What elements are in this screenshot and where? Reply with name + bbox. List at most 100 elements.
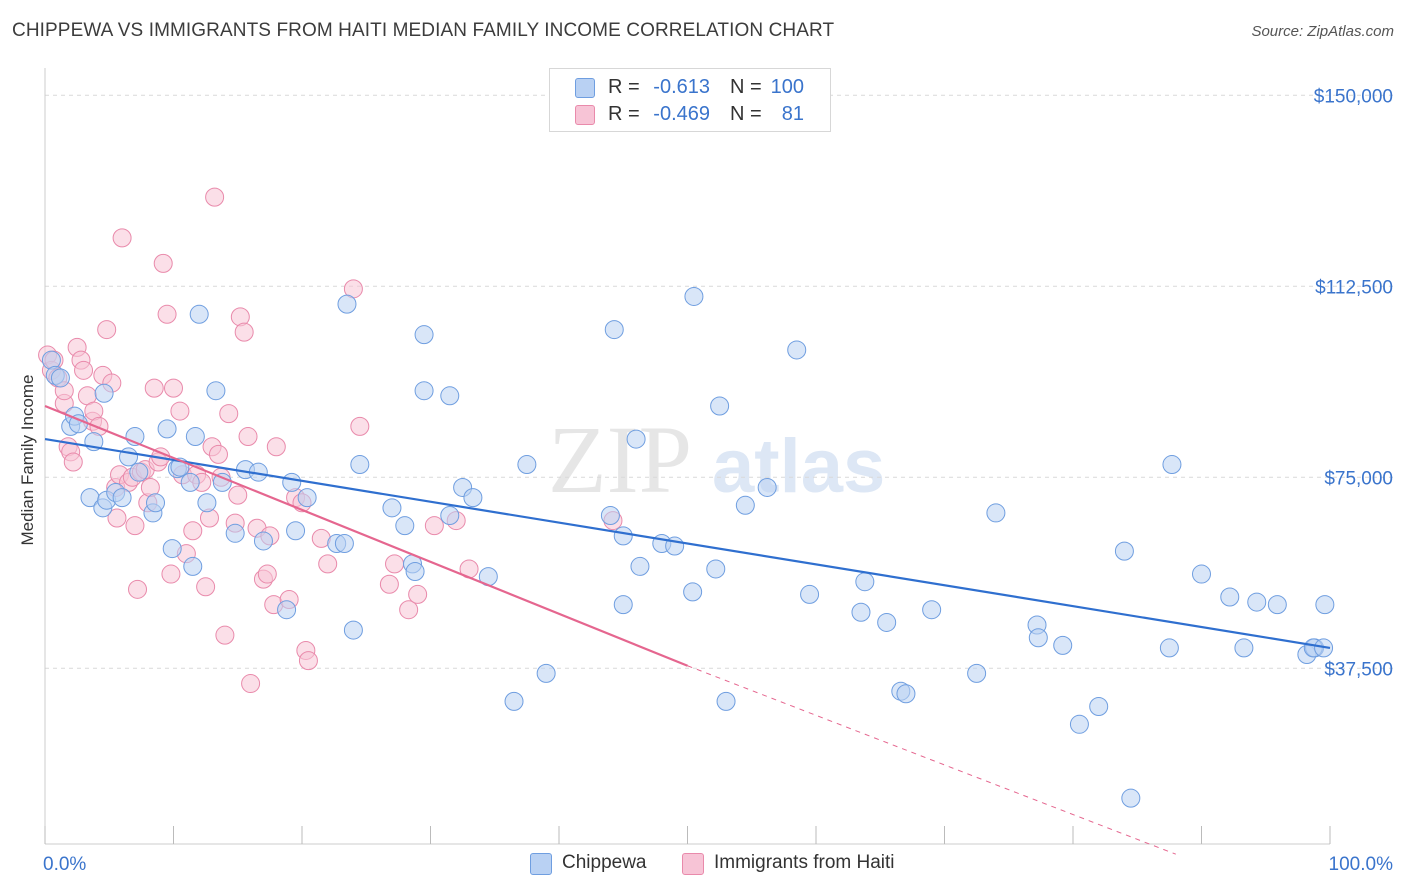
bottom-legend-chippewa: Chippewa	[562, 852, 647, 873]
haiti-point	[408, 584, 428, 604]
legend-r-value: -0.613	[653, 76, 710, 98]
chippewa-point	[1162, 455, 1182, 475]
haiti-point	[238, 427, 258, 447]
haiti-point	[379, 574, 399, 594]
chippewa-point	[757, 477, 777, 497]
legend-n-label: N =	[730, 103, 762, 125]
chippewa-point	[604, 320, 624, 340]
chippewa-point	[146, 493, 166, 513]
chippewa-point	[986, 503, 1006, 523]
chippewa-point	[517, 455, 537, 475]
y-tick-label: $112,500	[1315, 277, 1393, 298]
chippewa-point	[613, 526, 633, 546]
chippewa-point	[1159, 638, 1179, 658]
legend-n-label: N =	[730, 76, 762, 98]
chippewa-point	[206, 381, 226, 401]
haiti-point	[63, 452, 83, 472]
chippewa-point	[855, 572, 875, 592]
chippewa-point	[94, 383, 114, 403]
watermark: ZIP atlas	[548, 406, 885, 513]
chippewa-point	[877, 612, 897, 632]
chippewa-point	[414, 325, 434, 345]
chippewa-point	[706, 559, 726, 579]
chippewa-point	[613, 595, 633, 615]
chippewa-point	[1220, 587, 1240, 607]
chippewa-point	[225, 523, 245, 543]
haiti-point	[228, 485, 248, 505]
chippewa-point	[683, 582, 703, 602]
chart-source: Source: ZipAtlas.com	[1251, 23, 1394, 40]
bottom-legend-swatch-chippewa	[530, 853, 552, 875]
legend-swatch-haiti	[575, 105, 595, 125]
haiti-point	[205, 187, 225, 207]
haiti-point	[153, 253, 173, 273]
y-tick-label: $37,500	[1324, 659, 1393, 680]
haiti-point	[170, 401, 190, 421]
chippewa-point	[463, 488, 483, 508]
chippewa-point	[735, 495, 755, 515]
watermark-zip: ZIP	[548, 406, 692, 513]
haiti-point	[241, 674, 261, 694]
haiti-point	[107, 508, 127, 528]
chippewa-point	[1234, 638, 1254, 658]
chippewa-point	[414, 381, 434, 401]
legend-row-haiti: R = -0.469 N = 81	[550, 100, 830, 128]
chippewa-point	[50, 368, 70, 388]
haiti-point	[128, 579, 148, 599]
tick-labels: $37,500 $75,000 $112,500 $150,000 0.0% 100.0%	[43, 86, 1393, 875]
haiti-point	[164, 378, 183, 398]
axis-layer	[44, 68, 1331, 845]
chippewa-point	[851, 602, 871, 622]
chippewa-point	[922, 600, 942, 620]
haiti-point	[219, 404, 239, 424]
chippewa-point	[504, 691, 524, 711]
chippewa-point	[1028, 628, 1048, 648]
chippewa-point	[1192, 564, 1211, 584]
chippewa-point	[112, 488, 132, 508]
haiti-point	[125, 516, 145, 536]
chippewa-point	[600, 505, 620, 525]
chippewa-point	[1121, 788, 1141, 808]
chippewa-point	[334, 533, 354, 553]
haiti-point	[157, 304, 177, 324]
chippewa-point	[162, 539, 182, 559]
chippewa-point	[129, 462, 149, 482]
haiti-point	[318, 554, 338, 574]
haiti-point	[399, 600, 419, 620]
chippewa-point	[536, 663, 556, 683]
haiti-point	[257, 564, 277, 584]
chippewa-point	[787, 340, 807, 360]
bottom-legend-haiti: Immigrants from Haiti	[714, 852, 895, 873]
chippewa-point	[382, 498, 402, 518]
chippewa-point	[1089, 696, 1109, 716]
haiti-point	[208, 444, 228, 464]
haiti-point	[144, 378, 164, 398]
chippewa-point	[800, 584, 820, 604]
chippewa-point	[896, 684, 916, 704]
chippewa-point	[405, 562, 425, 582]
chippewa-point	[183, 556, 203, 576]
chippewa-points	[41, 286, 1335, 808]
chippewa-point	[440, 386, 460, 406]
trend-lines	[44, 404, 1331, 855]
y-tick-label: $150,000	[1314, 86, 1393, 107]
y-tick-label: $75,000	[1324, 468, 1393, 489]
chippewa-point	[1069, 714, 1089, 734]
legend-swatch-chippewa	[575, 78, 595, 98]
haiti-point	[385, 554, 405, 574]
grid-layer	[45, 94, 1395, 669]
haiti-point	[298, 651, 318, 671]
x-tick-label: 100.0%	[1329, 854, 1394, 875]
chippewa-point	[626, 429, 646, 449]
haiti-point	[196, 577, 216, 597]
chippewa-point	[343, 620, 363, 640]
legend-n-value: 81	[781, 103, 804, 125]
legend-r-label: R =	[608, 103, 640, 125]
chippewa-point	[440, 505, 460, 525]
chippewa-point	[1053, 635, 1073, 655]
haiti-point	[424, 516, 444, 536]
chippewa-point	[253, 531, 273, 551]
chippewa-point	[180, 472, 200, 492]
chippewa-point	[286, 521, 306, 541]
